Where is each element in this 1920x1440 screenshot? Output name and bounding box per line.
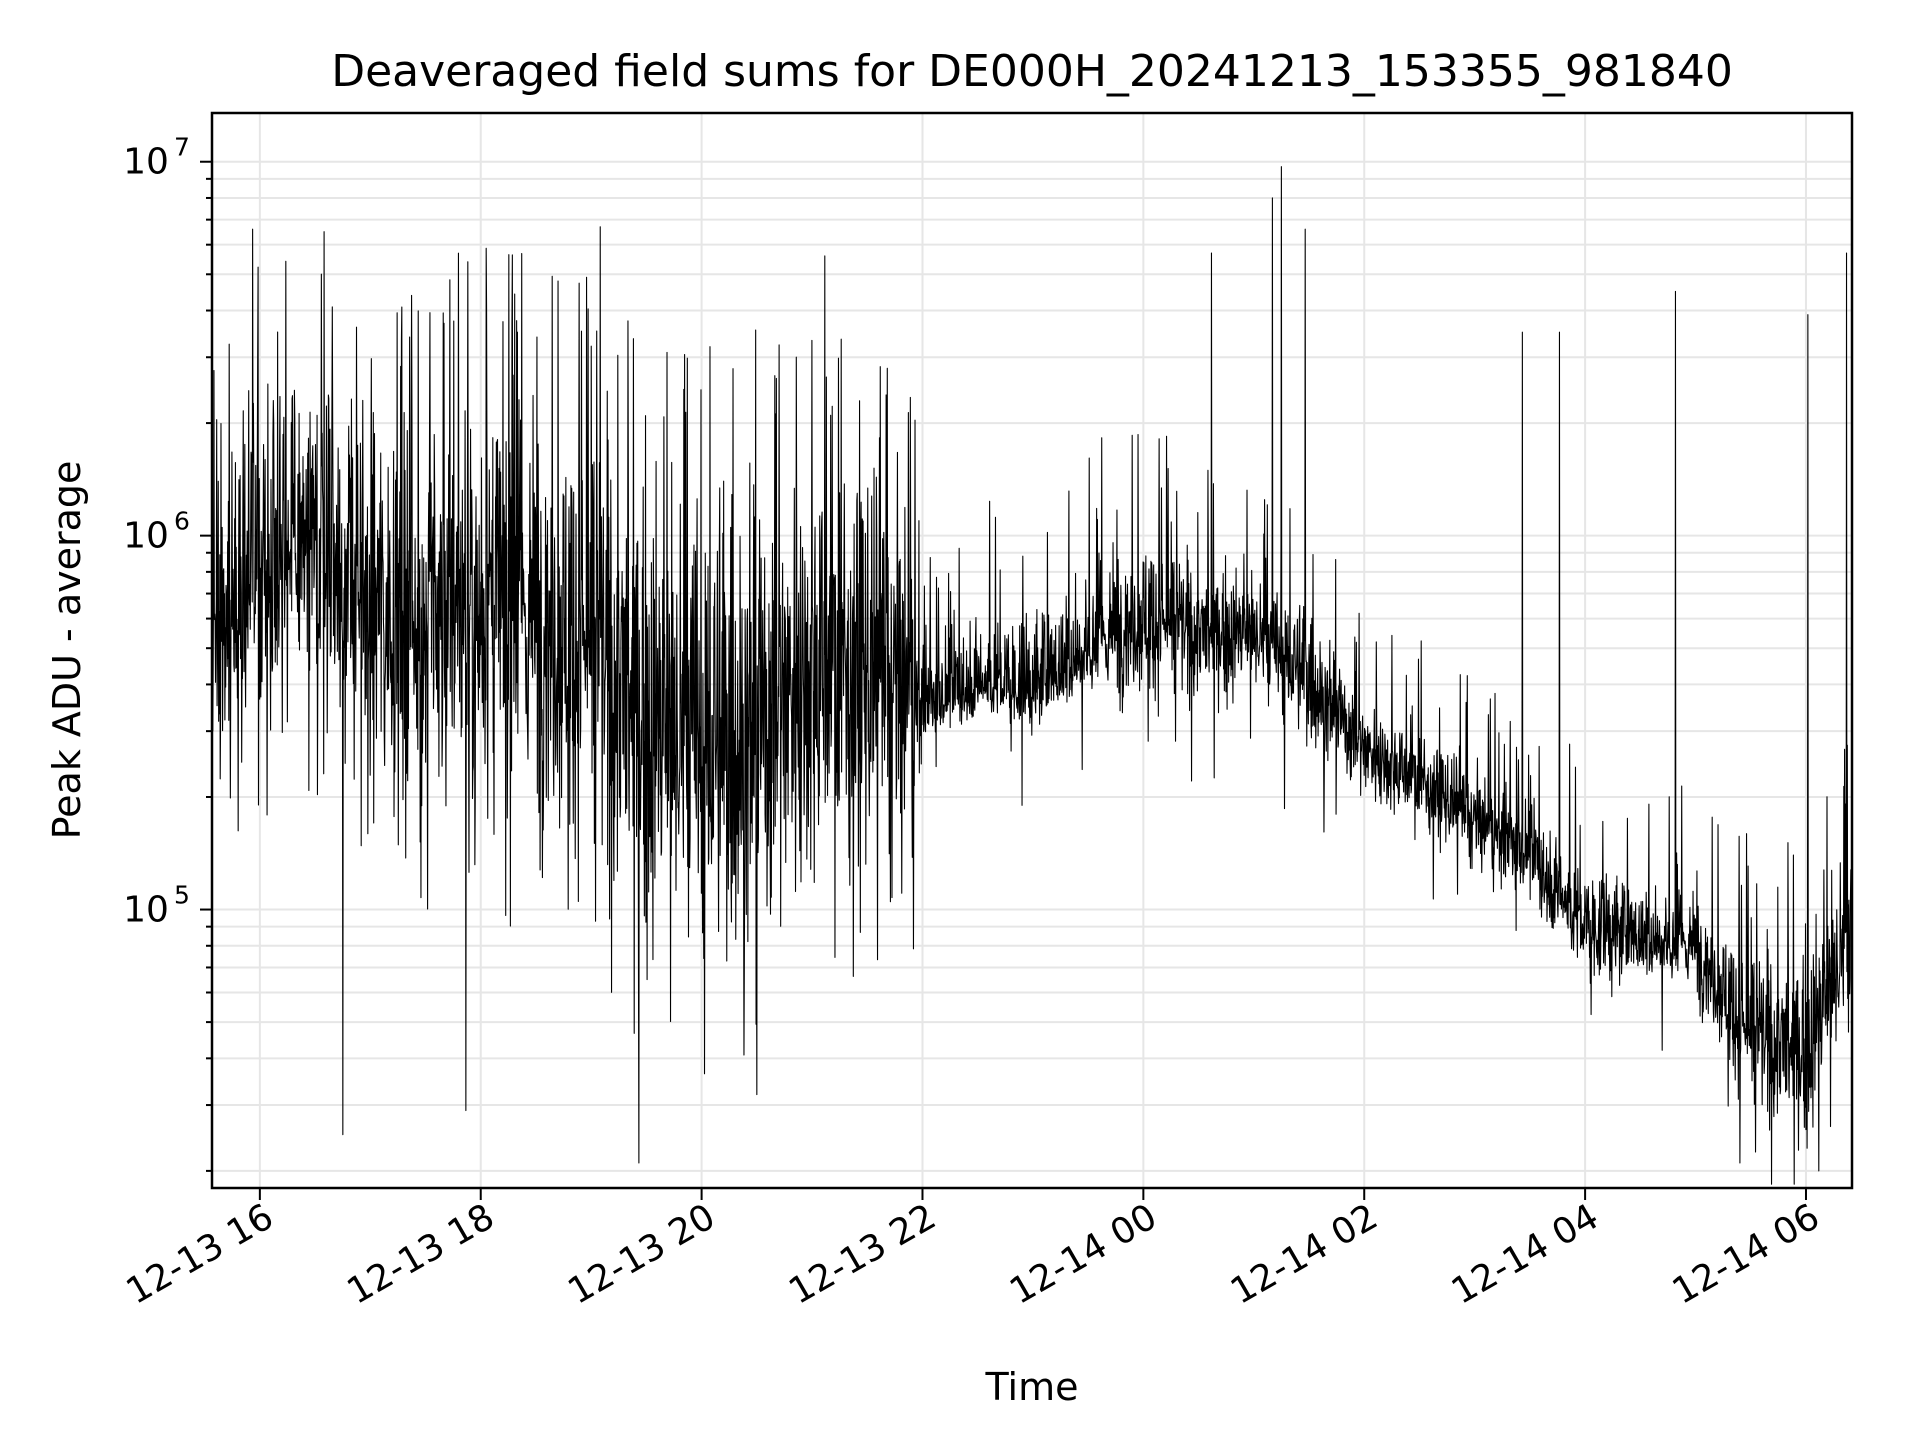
series-line: [211, 166, 1853, 1185]
plot-frame: [210, 111, 1854, 1190]
x-tick-label: 12-14 02: [1224, 1196, 1385, 1312]
x-tick-label: 12-14 06: [1666, 1196, 1827, 1312]
x-tick-label: 12-13 16: [120, 1196, 281, 1312]
line-series: [211, 166, 1853, 1185]
x-tick-label: 12-13 20: [561, 1196, 722, 1312]
x-tick-label: 12-14 04: [1445, 1196, 1606, 1312]
chart-title: Deaveraged field sums for DE000H_2024121…: [331, 46, 1733, 97]
grid: [212, 113, 1852, 1188]
y-tick-label-exponent: 6: [174, 507, 190, 536]
y-tick-label: 10: [123, 142, 169, 183]
y-axis-label: Peak ADU - average: [45, 461, 89, 840]
y-tick-label-exponent: 7: [174, 133, 190, 162]
x-tick-label: 12-14 00: [1003, 1196, 1164, 1312]
x-tick-label: 12-13 18: [341, 1196, 502, 1312]
x-axis-label: Time: [985, 1365, 1079, 1409]
x-tick-label: 12-13 22: [782, 1196, 943, 1312]
y-tick-label: 10: [123, 516, 169, 557]
y-tick-label: 10: [123, 890, 169, 931]
y-tick-label-exponent: 5: [174, 881, 190, 910]
